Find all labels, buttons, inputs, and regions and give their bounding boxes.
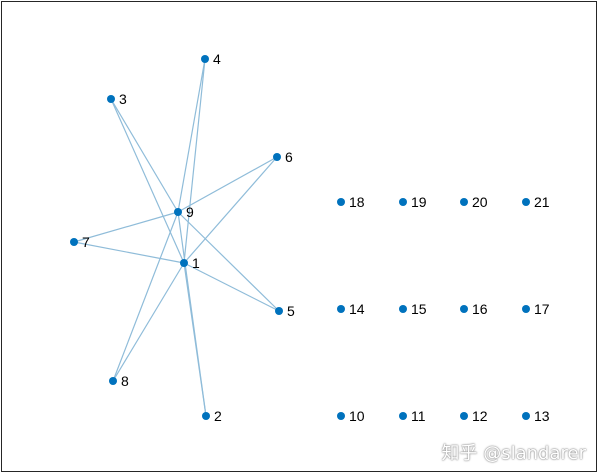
node-18	[337, 198, 345, 206]
node-2	[202, 412, 210, 420]
node-label-15: 15	[411, 301, 427, 317]
node-4	[201, 55, 209, 63]
edge-9-2	[177, 211, 207, 417]
watermark: 知乎 @slandarer	[441, 443, 586, 464]
node-6	[273, 153, 281, 161]
node-21	[522, 198, 530, 206]
node-3	[107, 95, 115, 103]
node-label-2: 2	[214, 408, 222, 424]
node-15	[399, 305, 407, 313]
edge-9-4	[177, 58, 206, 213]
node-label-9: 9	[186, 204, 194, 220]
node-label-1: 1	[192, 255, 200, 271]
node-label-4: 4	[213, 51, 221, 67]
node-1	[180, 259, 188, 267]
node-label-13: 13	[534, 408, 550, 424]
node-label-12: 12	[472, 408, 488, 424]
node-label-8: 8	[121, 373, 129, 389]
node-10	[337, 412, 345, 420]
node-label-5: 5	[287, 303, 295, 319]
node-label-11: 11	[411, 408, 426, 424]
node-label-3: 3	[119, 91, 127, 107]
node-9	[174, 208, 182, 216]
node-16	[460, 305, 468, 313]
node-14	[337, 305, 345, 313]
edge-9-3	[110, 98, 179, 213]
node-12	[460, 412, 468, 420]
edge-1-7	[73, 241, 185, 264]
node-label-14: 14	[349, 301, 365, 317]
node-label-19: 19	[411, 194, 427, 210]
edge-9-5	[177, 211, 280, 312]
node-20	[460, 198, 468, 206]
edge-1-5	[183, 262, 280, 312]
edge-1-8	[112, 262, 185, 382]
node-label-16: 16	[472, 301, 488, 317]
node-label-17: 17	[534, 301, 550, 317]
edge-1-3	[110, 98, 185, 264]
node-label-20: 20	[472, 194, 488, 210]
edge-9-6	[177, 156, 278, 213]
node-label-7: 7	[82, 234, 90, 250]
edge-1-6	[183, 156, 278, 264]
node-17	[522, 305, 530, 313]
node-5	[275, 307, 283, 315]
edge-1-4	[183, 58, 206, 264]
node-19	[399, 198, 407, 206]
node-13	[522, 412, 530, 420]
edge-9-7	[73, 211, 179, 243]
node-label-18: 18	[349, 194, 365, 210]
node-label-21: 21	[534, 194, 550, 210]
node-label-10: 10	[349, 408, 365, 424]
node-8	[109, 377, 117, 385]
edge-9-8	[112, 211, 179, 382]
node-11	[399, 412, 407, 420]
node-label-6: 6	[285, 149, 293, 165]
node-7	[70, 238, 78, 246]
